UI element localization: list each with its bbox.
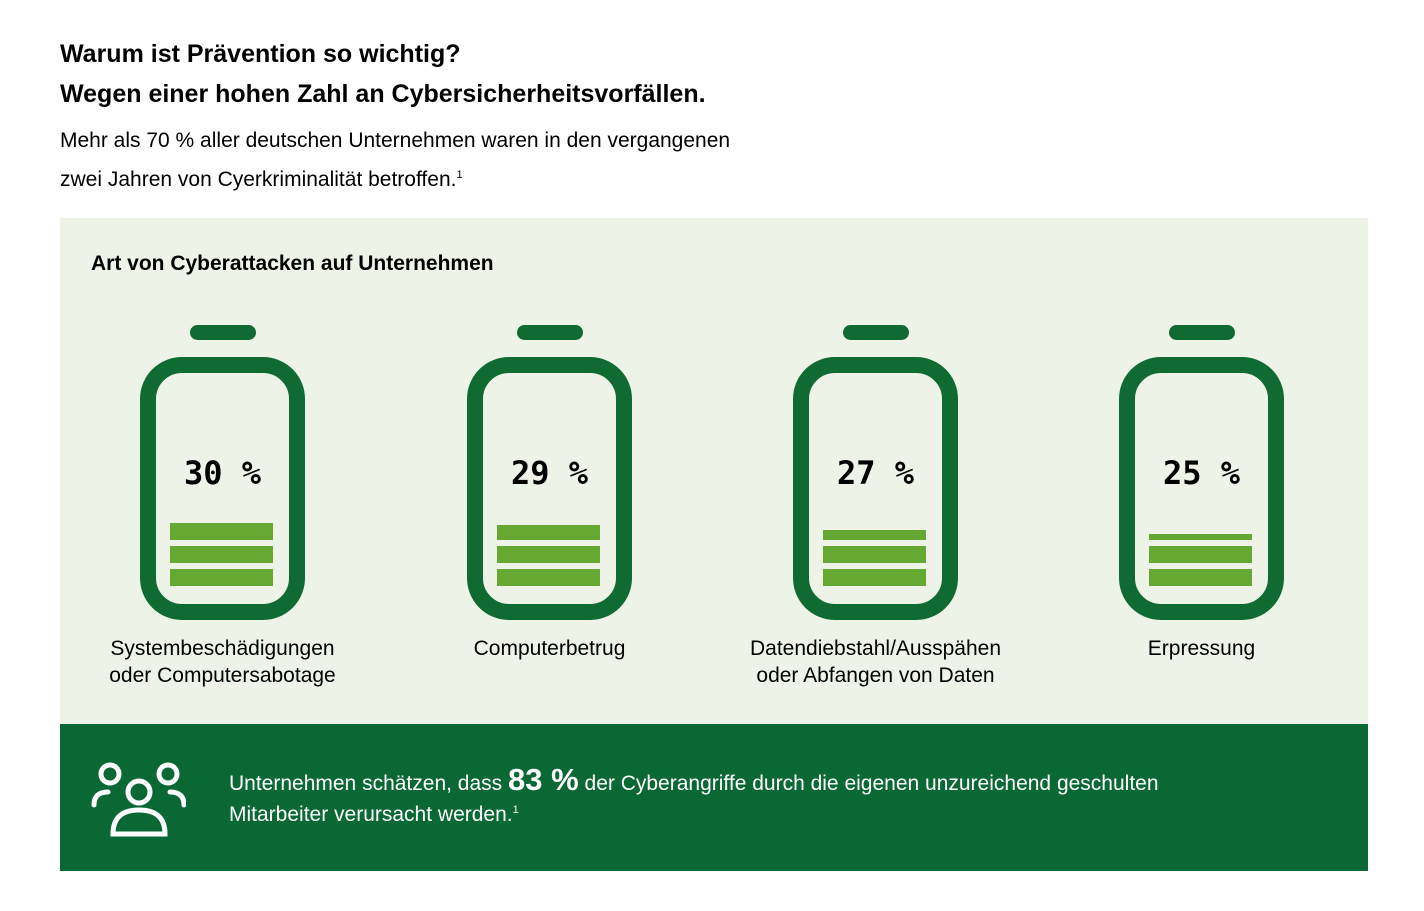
battery-cap: [517, 325, 583, 340]
category-label-line-1: Systembeschädigungen: [110, 637, 335, 660]
category-label: Datendiebstahl/Ausspähen oder Abfangen vo…: [723, 635, 1028, 689]
battery-2: 29 % Computerbetrug: [467, 325, 667, 715]
heading-1: Warum ist Prävention so wichtig?: [60, 40, 461, 68]
callout-text: Unternehmen schätzen, dass 83 % der Cybe…: [229, 764, 1329, 828]
category-label: Systembeschädigungen oder Computersabotag…: [70, 635, 375, 689]
value-label: 30 %: [183, 454, 262, 492]
category-label: Erpressung: [1049, 635, 1354, 662]
heading-2: Wegen einer hohen Zahl an Cybersicherhei…: [60, 80, 706, 108]
category-label-line-1: Datendiebstahl/Ausspähen: [749, 637, 1001, 660]
callout-footnote: 1: [512, 804, 519, 816]
intro-text: Mehr als 70 % aller deutschen Unternehme…: [60, 124, 860, 197]
battery-body: [140, 357, 305, 620]
battery-cap: [190, 325, 256, 340]
battery-cap: [1169, 325, 1235, 340]
category-label: Computerbetrug: [397, 635, 702, 662]
fill-bar: [823, 546, 926, 563]
battery-1: 30 % Systembeschädigungen oder Computersab…: [109, 325, 340, 715]
callout-value: 83 %: [508, 762, 579, 797]
category-label-line-2: oder Abfangen von Daten: [756, 664, 995, 687]
battery-3: 27 % Datendiebstahl/Ausspähen oder Abfange…: [750, 325, 1001, 715]
value-label: 29 %: [510, 454, 589, 492]
fill-bar: [823, 529, 926, 540]
chart-title: Art von Cyberattacken auf Unternehmen: [91, 252, 494, 275]
value-label: 27 %: [836, 454, 915, 492]
category-label-line-2: oder Computersabotage: [109, 664, 336, 687]
intro-line-1: Mehr als 70 % aller deutschen Unternehme…: [60, 129, 731, 152]
battery-body: [467, 357, 632, 620]
fill-bar: [1149, 546, 1252, 563]
category-label-line-1: Erpressung: [1147, 637, 1256, 660]
fill-bar: [170, 546, 273, 563]
value-label: 25 %: [1162, 454, 1241, 492]
fill-bar: [1149, 534, 1252, 540]
fill-bar: [497, 546, 600, 563]
fill-bar: [497, 569, 600, 586]
fill-bar: [1149, 569, 1252, 586]
battery-cap: [843, 325, 909, 340]
people-group-icon: [91, 762, 186, 837]
callout-band: Unternehmen schätzen, dass 83 % der Cybe…: [60, 724, 1368, 871]
chart-panel: Art von Cyberattacken auf Unternehmen 30…: [60, 218, 1368, 724]
callout-pre: Unternehmen schätzen, dass: [229, 772, 503, 795]
battery-4: 25 % Erpressung: [1119, 325, 1319, 715]
footnote-marker: 1: [456, 169, 463, 181]
fill-bar: [497, 525, 600, 540]
fill-bar: [170, 523, 273, 540]
fill-bar: [823, 569, 926, 586]
battery-body: [1119, 357, 1284, 620]
battery-body: [793, 357, 958, 620]
intro-line-2: zwei Jahren von Cyerkriminalität betroff…: [60, 168, 457, 191]
category-label-line-1: Computerbetrug: [473, 637, 626, 660]
callout-post: der Cyberangriffe durch die eigenen unzu…: [584, 772, 1159, 795]
fill-bar: [170, 569, 273, 586]
callout-line-2: Mitarbeiter verursacht werden.: [229, 803, 513, 826]
